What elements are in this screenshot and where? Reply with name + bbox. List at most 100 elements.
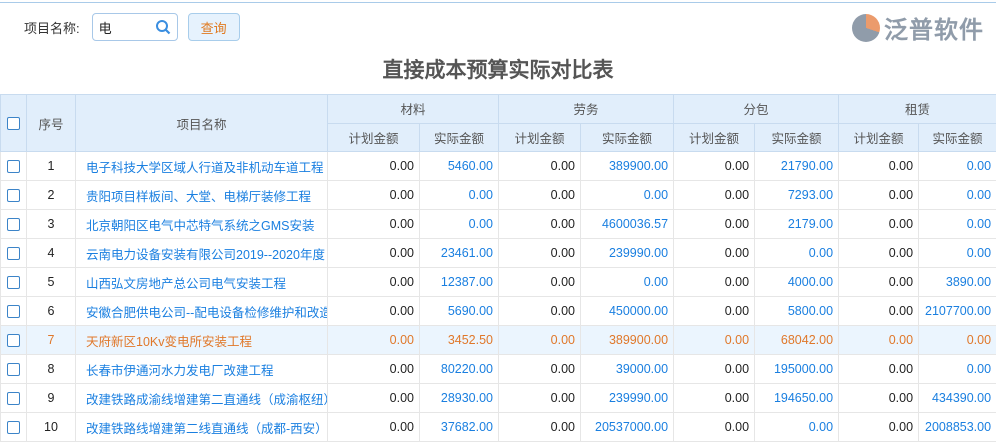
plan-amount: 0.00: [674, 413, 755, 442]
project-name-link[interactable]: 天府新区10Kv变电所安装工程: [76, 326, 328, 355]
actual-amount[interactable]: 194650.00: [755, 384, 839, 413]
row-checkbox[interactable]: [7, 305, 20, 318]
actual-amount[interactable]: 389900.00: [581, 152, 674, 181]
row-checkbox[interactable]: [7, 334, 20, 347]
plan-amount: 0.00: [839, 181, 919, 210]
actual-amount[interactable]: 0.00: [919, 239, 996, 268]
actual-amount[interactable]: 4600036.57: [581, 210, 674, 239]
plan-amount: 0.00: [674, 210, 755, 239]
project-name-link[interactable]: 改建铁路成渝线增建第二直通线（成渝枢纽）: [76, 384, 328, 413]
project-name-link[interactable]: 贵阳项目样板间、大堂、电梯厅装修工程: [76, 181, 328, 210]
actual-amount[interactable]: 0.00: [420, 210, 499, 239]
project-name-input[interactable]: [92, 13, 178, 41]
project-name-field[interactable]: [99, 20, 155, 35]
actual-amount[interactable]: 28930.00: [420, 384, 499, 413]
actual-amount[interactable]: 23461.00: [420, 239, 499, 268]
plan-amount: 0.00: [328, 384, 420, 413]
actual-amount[interactable]: 80220.00: [420, 355, 499, 384]
actual-amount[interactable]: 0.00: [919, 152, 996, 181]
actual-amount[interactable]: 2179.00: [755, 210, 839, 239]
project-name-link[interactable]: 山西弘文房地产总公司电气安装工程: [76, 268, 328, 297]
actual-amount[interactable]: 5800.00: [755, 297, 839, 326]
header-index: 序号: [27, 95, 76, 152]
row-index: 2: [27, 181, 76, 210]
row-checkbox-cell: [1, 326, 27, 355]
row-checkbox-cell: [1, 297, 27, 326]
row-checkbox[interactable]: [7, 189, 20, 202]
actual-amount[interactable]: 239990.00: [581, 239, 674, 268]
actual-amount[interactable]: 68042.00: [755, 326, 839, 355]
actual-amount[interactable]: 2107700.00: [919, 297, 996, 326]
header-plan: 计划金额: [499, 123, 581, 152]
top-border: [0, 2, 996, 3]
actual-amount[interactable]: 389900.00: [581, 326, 674, 355]
project-name-link[interactable]: 电子科技大学区域人行道及非机动车道工程: [76, 152, 328, 181]
search-icon[interactable]: [155, 19, 171, 35]
plan-amount: 0.00: [674, 384, 755, 413]
row-index: 9: [27, 384, 76, 413]
actual-amount[interactable]: 3452.50: [420, 326, 499, 355]
select-all-checkbox[interactable]: [7, 117, 20, 130]
actual-amount[interactable]: 0.00: [919, 181, 996, 210]
row-checkbox[interactable]: [7, 276, 20, 289]
actual-amount[interactable]: 0.00: [919, 210, 996, 239]
row-checkbox-cell: [1, 413, 27, 442]
actual-amount[interactable]: 239990.00: [581, 384, 674, 413]
plan-amount: 0.00: [499, 268, 581, 297]
plan-amount: 0.00: [328, 413, 420, 442]
actual-amount[interactable]: 3890.00: [919, 268, 996, 297]
project-name-link[interactable]: 安徽合肥供电公司--配电设备检修维护和改造: [76, 297, 328, 326]
actual-amount[interactable]: 195000.00: [755, 355, 839, 384]
actual-amount[interactable]: 2008853.00: [919, 413, 996, 442]
row-checkbox[interactable]: [7, 392, 20, 405]
actual-amount[interactable]: 0.00: [755, 239, 839, 268]
plan-amount: 0.00: [499, 152, 581, 181]
header-group-subcontract: 分包: [674, 95, 839, 124]
actual-amount[interactable]: 20537000.00: [581, 413, 674, 442]
actual-amount[interactable]: 12387.00: [420, 268, 499, 297]
row-checkbox[interactable]: [7, 247, 20, 260]
row-checkbox[interactable]: [7, 218, 20, 231]
plan-amount: 0.00: [839, 384, 919, 413]
row-checkbox-cell: [1, 355, 27, 384]
row-checkbox-cell: [1, 268, 27, 297]
row-checkbox[interactable]: [7, 421, 20, 434]
project-name-link[interactable]: 长春市伊通河水力发电厂改建工程: [76, 355, 328, 384]
actual-amount[interactable]: 0.00: [919, 326, 996, 355]
actual-amount[interactable]: 0.00: [755, 413, 839, 442]
query-button[interactable]: 查询: [188, 13, 240, 41]
plan-amount: 0.00: [328, 355, 420, 384]
project-name-link[interactable]: 北京朝阳区电气中芯特气系统之GMS安装: [76, 210, 328, 239]
row-index: 1: [27, 152, 76, 181]
actual-amount[interactable]: 5460.00: [420, 152, 499, 181]
actual-amount[interactable]: 4000.00: [755, 268, 839, 297]
plan-amount: 0.00: [674, 268, 755, 297]
watermark-text: 泛普软件: [884, 10, 984, 45]
row-checkbox[interactable]: [7, 160, 20, 173]
actual-amount[interactable]: 0.00: [581, 268, 674, 297]
actual-amount[interactable]: 450000.00: [581, 297, 674, 326]
actual-amount[interactable]: 0.00: [581, 181, 674, 210]
actual-amount[interactable]: 39000.00: [581, 355, 674, 384]
header-plan: 计划金额: [328, 123, 420, 152]
row-checkbox[interactable]: [7, 363, 20, 376]
project-name-link[interactable]: 云南电力设备安装有限公司2019--2020年度: [76, 239, 328, 268]
actual-amount[interactable]: 37682.00: [420, 413, 499, 442]
project-name-link[interactable]: 改建铁路线增建第二线直通线（成都-西安）: [76, 413, 328, 442]
actual-amount[interactable]: 21790.00: [755, 152, 839, 181]
actual-amount[interactable]: 0.00: [919, 355, 996, 384]
actual-amount[interactable]: 5690.00: [420, 297, 499, 326]
actual-amount[interactable]: 7293.00: [755, 181, 839, 210]
actual-amount[interactable]: 0.00: [420, 181, 499, 210]
actual-amount[interactable]: 434390.00: [919, 384, 996, 413]
